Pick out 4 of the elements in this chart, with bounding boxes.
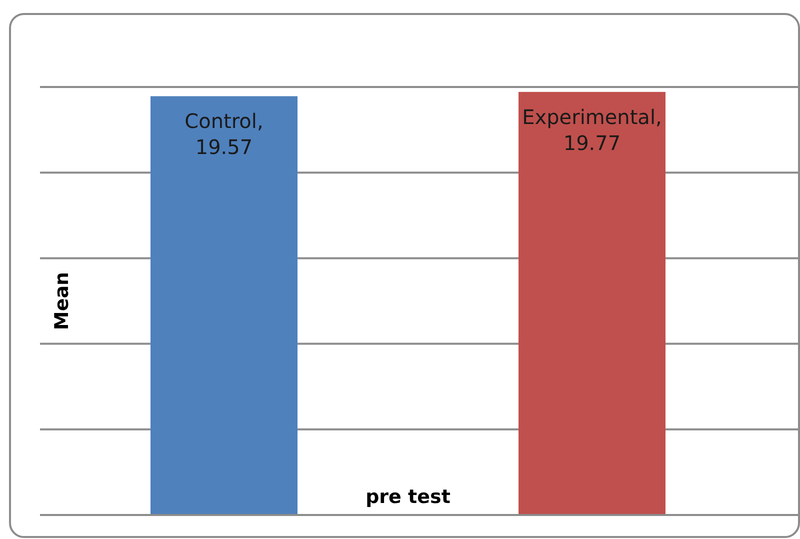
data-label: Experimental, 19.77 bbox=[522, 104, 662, 155]
data-label: Control, 19.57 bbox=[184, 109, 264, 160]
x-axis-title: pre test bbox=[366, 486, 450, 508]
y-axis-title: Mean bbox=[51, 272, 73, 330]
